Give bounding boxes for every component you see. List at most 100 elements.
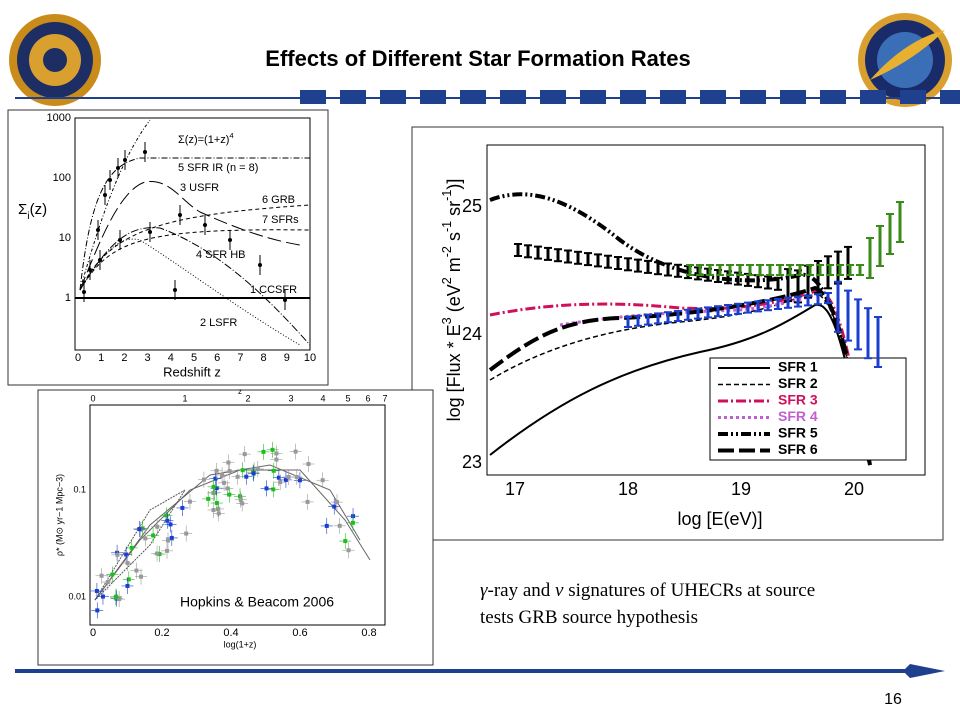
data-point [82, 290, 86, 294]
top-axis-label: z [238, 387, 242, 396]
y-axis-label-part: m [444, 257, 464, 277]
y-axis-label-part: log [Flux * E [444, 324, 464, 421]
curve-label: 5 SFR IR (n = 8) [178, 162, 258, 174]
top-tick-label: 4 [320, 393, 325, 403]
curve-label-part: 3 USFR [180, 182, 219, 194]
footer-arrow [15, 664, 945, 678]
header-square [940, 90, 960, 104]
header-square [660, 90, 686, 104]
curve-label-part: 6 GRB [262, 194, 295, 206]
x-tick-label: 8 [261, 352, 267, 364]
legend-label: SFR 1 [778, 359, 818, 375]
data-point [137, 526, 142, 531]
data-point [278, 480, 283, 485]
data-point [270, 447, 275, 452]
data-point [274, 457, 279, 462]
data-point [306, 461, 311, 466]
data-point [220, 472, 225, 477]
data-point [108, 178, 112, 182]
y-axis-label-part: (eV [444, 284, 464, 317]
data-point [214, 501, 219, 506]
data-point [165, 518, 170, 523]
x-tick-label: 20 [844, 479, 864, 499]
data-point [125, 583, 130, 588]
x-tick-label: 18 [618, 479, 638, 499]
top-tick-label: 1 [182, 393, 187, 403]
data-point [173, 288, 177, 292]
legend-label: SFR 5 [778, 425, 818, 441]
data-point [264, 486, 269, 491]
caption-line: tests GRB source hypothesis [480, 607, 698, 628]
top-tick-label: 0 [90, 393, 95, 403]
data-point [227, 469, 232, 474]
x-tick-label: 4 [168, 352, 174, 364]
x-tick-label: 6 [214, 352, 220, 364]
data-point [305, 499, 310, 504]
data-point [126, 577, 131, 582]
data-point [103, 193, 107, 197]
data-point [334, 500, 339, 505]
curve-label-part: 1 CCSFR [250, 284, 297, 296]
data-point [214, 486, 219, 491]
data-point [227, 492, 232, 497]
data-point [129, 545, 134, 550]
data-point [95, 608, 100, 613]
data-point [164, 513, 169, 518]
y-axis-label: Σi(z) [18, 201, 47, 222]
plot-1 [74, 117, 311, 351]
data-point [118, 238, 122, 242]
caption-line-part: γ [480, 580, 488, 601]
data-point [151, 533, 156, 538]
data-point [184, 531, 189, 536]
x-tick-label: 17 [505, 479, 525, 499]
data-point [324, 523, 329, 528]
data-point [123, 158, 127, 162]
data-point [155, 524, 160, 529]
data-point [240, 468, 245, 473]
curve-label: 4 SFR HB [196, 249, 246, 261]
data-point [211, 484, 216, 489]
y-axis-label: ρ* (M⊙ yr−1 Mpc−3) [54, 474, 64, 556]
data-point [148, 230, 152, 234]
data-point [168, 522, 173, 527]
data-point [125, 561, 130, 566]
data-point [226, 460, 231, 465]
header-square [340, 90, 366, 104]
y-axis-label-part: s [444, 232, 464, 246]
caption-line: γ-ray and ν signatures of UHECRs at sour… [480, 580, 815, 601]
data-point [140, 526, 145, 531]
y-axis-label-part: i [27, 210, 29, 222]
header-square [820, 90, 846, 104]
y-axis-label-part: 3 [440, 317, 454, 324]
y-tick-label: 100 [53, 172, 71, 184]
curve-label: 6 GRB [262, 194, 295, 206]
header-square [860, 90, 886, 104]
data-point [113, 595, 118, 600]
header-square [780, 90, 806, 104]
panel-1 [7, 109, 329, 386]
data-point [238, 494, 243, 499]
y-axis-label-part: (z) [30, 201, 48, 218]
y-tick-label: 25 [462, 196, 482, 216]
data-point [225, 486, 230, 491]
curve-label-part: 4 SFR HB [196, 249, 246, 261]
y-axis-label-part: -1 [440, 190, 454, 201]
data-point [105, 580, 110, 585]
y-tick-label: 0.01 [68, 591, 86, 601]
data-point [255, 466, 260, 471]
data-point [244, 474, 249, 479]
y-tick-label: 0.1 [73, 484, 86, 494]
data-point [228, 238, 232, 242]
panel-3 [411, 126, 944, 541]
data-point [258, 263, 262, 267]
y-tick-label: 23 [462, 452, 482, 472]
y-tick-label: 10 [59, 232, 71, 244]
x-tick-label: 7 [237, 352, 243, 364]
data-point [110, 572, 115, 577]
y-tick-label: 1 [65, 292, 71, 304]
data-point [100, 594, 105, 599]
x-tick-label: 3 [145, 352, 151, 364]
data-point [283, 477, 288, 482]
data-point [332, 504, 337, 509]
